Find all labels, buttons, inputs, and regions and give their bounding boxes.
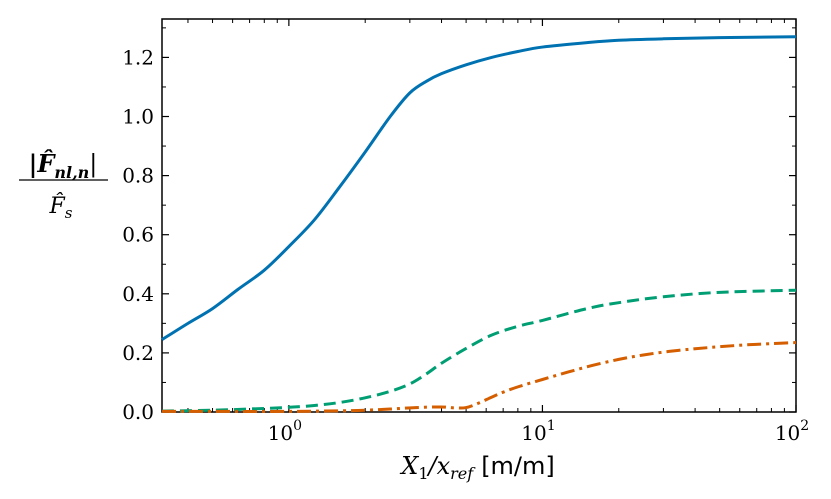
- plot-frame: [161, 18, 797, 413]
- y-tick-label: 0.6: [122, 223, 154, 247]
- y-tick-label: 0.2: [122, 341, 154, 365]
- series-layer: [161, 35, 797, 413]
- y-tick-label: 1.2: [122, 45, 154, 69]
- x-axis-title: X1/xref [m/m]: [399, 452, 555, 483]
- y-tick-label: 1.0: [122, 105, 154, 129]
- y-tick-label: 0.4: [122, 282, 154, 306]
- series-line-1: [161, 35, 797, 341]
- y-axis-title: |F̂nl,n| F̂s: [19, 149, 108, 222]
- x-tick-label: 101: [521, 418, 555, 445]
- y-tick-label: 0.8: [122, 164, 154, 188]
- series-line-2: [161, 288, 797, 413]
- tick-labels: 0.0 0.2 0.4 0.6 0.8 1.0 1.2 100 101 102: [122, 45, 809, 445]
- svg-text:F̂s: F̂s: [49, 193, 73, 222]
- series-line-3: [162, 341, 797, 413]
- svg-text:|F̂nl,n|: |F̂nl,n|: [29, 149, 98, 182]
- x-tick-label: 102: [775, 418, 809, 445]
- x-tick-label: 100: [268, 418, 302, 445]
- axis-ticks: [162, 19, 797, 413]
- y-tick-label: 0.0: [122, 400, 154, 424]
